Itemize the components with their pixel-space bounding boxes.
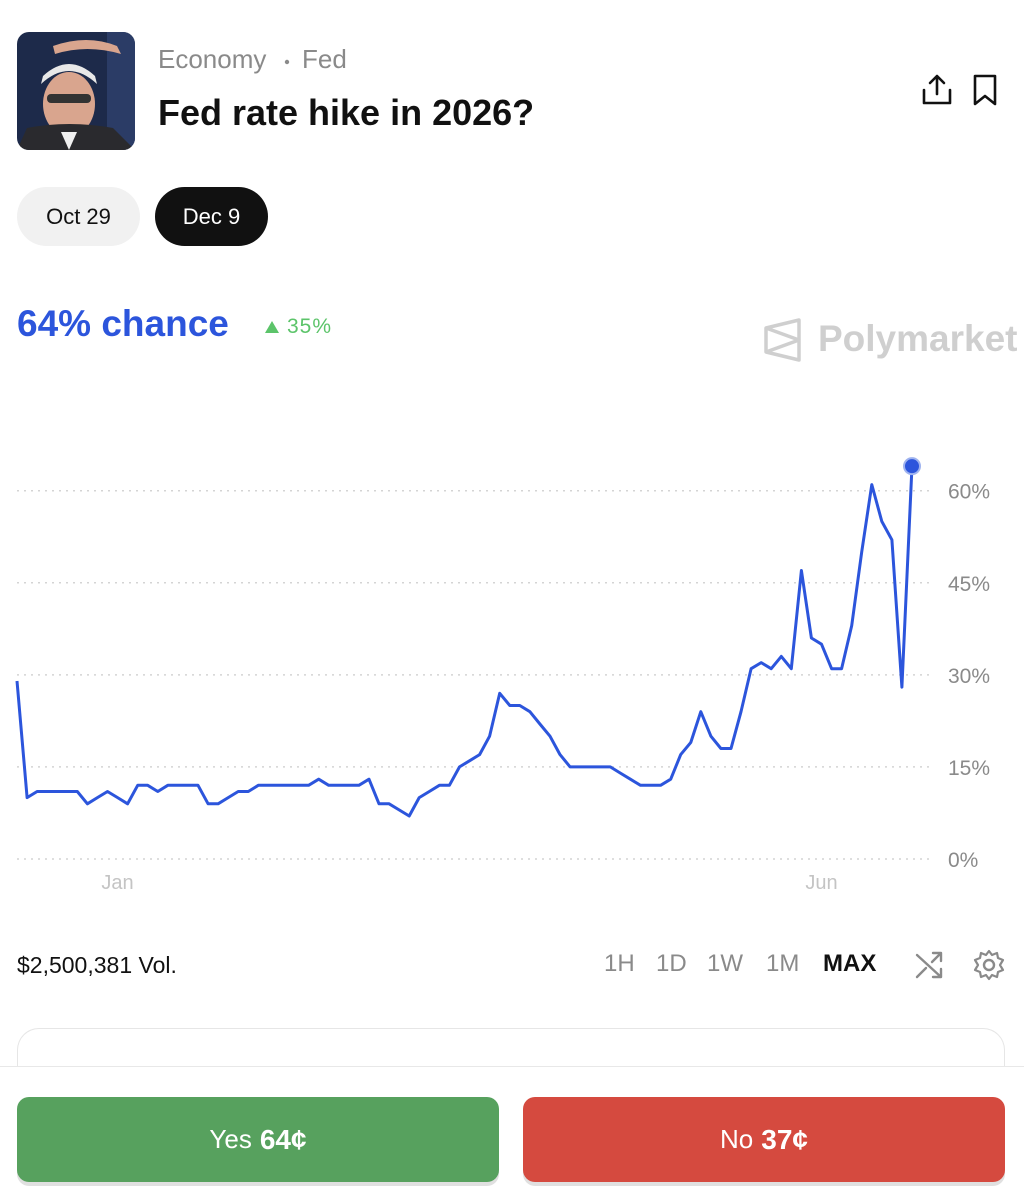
market-title: Fed rate hike in 2026? bbox=[158, 92, 535, 133]
up-triangle bbox=[265, 321, 279, 333]
button-label: Yes bbox=[209, 1124, 252, 1154]
separator-dot bbox=[284, 59, 290, 65]
category-tag[interactable]: Fed bbox=[302, 44, 347, 74]
last-point bbox=[903, 457, 921, 476]
category-tag[interactable]: Economy bbox=[158, 44, 267, 74]
brand-logo bbox=[764, 318, 801, 362]
chance-value: 64% chance bbox=[17, 303, 229, 344]
market-image bbox=[17, 32, 135, 150]
order-card bbox=[17, 1028, 1005, 1089]
range-tab[interactable]: 1M bbox=[766, 950, 800, 977]
no-button[interactable]: No 37¢ bbox=[523, 1097, 1005, 1182]
button-price: 37¢ bbox=[761, 1123, 808, 1155]
range-tab[interactable]: 1D bbox=[656, 950, 687, 977]
y-tick-label: 60% bbox=[948, 481, 990, 504]
x-tick-label: Jan bbox=[101, 872, 133, 894]
bookmark-icon[interactable] bbox=[970, 72, 1000, 108]
button-price: 64¢ bbox=[259, 1123, 307, 1155]
date-pill[interactable]: Oct 29 bbox=[17, 187, 140, 246]
change-value: 35% bbox=[287, 315, 333, 338]
y-tick-label: 0% bbox=[948, 849, 978, 872]
date-pill[interactable]: Dec 9 bbox=[155, 187, 268, 246]
y-tick-label: 15% bbox=[948, 757, 990, 780]
price-line bbox=[15, 466, 914, 818]
shuffle-icon[interactable] bbox=[913, 949, 945, 981]
price-chart: 0% 15% 30% 45% 60% Jan Jun bbox=[15, 457, 990, 894]
x-tick-label: Jun bbox=[805, 872, 837, 894]
y-tick-label: 45% bbox=[948, 573, 990, 596]
range-tab[interactable]: 1W bbox=[707, 950, 743, 977]
settings-icon[interactable] bbox=[972, 948, 1006, 982]
volume: $2,500,381 Vol. bbox=[17, 952, 177, 978]
button-label: No bbox=[720, 1124, 754, 1154]
yes-button[interactable]: Yes 64¢ bbox=[17, 1097, 499, 1182]
range-tab[interactable]: MAX bbox=[823, 950, 877, 977]
brand-name: Polymarket bbox=[818, 318, 1018, 359]
y-tick-label: 30% bbox=[948, 665, 990, 688]
share-icon[interactable] bbox=[920, 72, 954, 108]
range-tab[interactable]: 1H bbox=[604, 950, 635, 977]
